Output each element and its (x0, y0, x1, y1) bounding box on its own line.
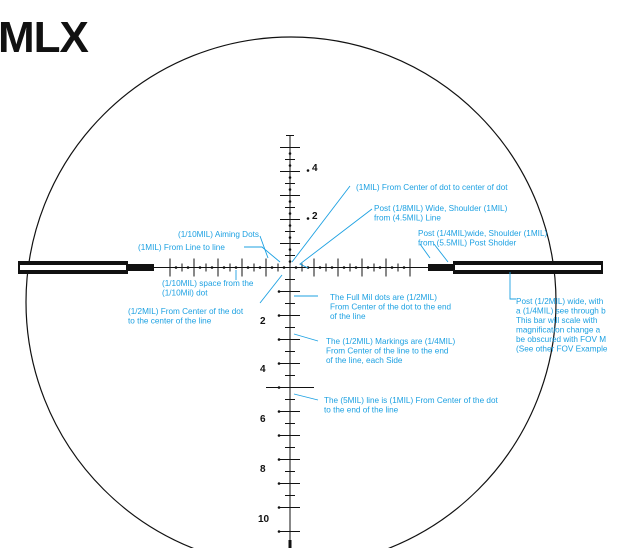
right-medium-post (428, 264, 453, 271)
aiming-dot (288, 224, 292, 227)
aiming-dot (270, 266, 274, 269)
annotation-post-quarter-wide: Post (1/4MIL)wide, Shoulder (1MIL) from (… (418, 229, 548, 248)
annotation-aiming-dots: (1/10MIL) Aiming Dots (178, 230, 259, 239)
aiming-dot (330, 266, 334, 269)
scale-label-lower-2: 2 (260, 316, 266, 327)
aiming-dot (366, 266, 370, 269)
label-dot (306, 169, 310, 172)
annotation-line-to-line: (1MIL) From Line to line (138, 243, 225, 252)
aiming-dot (342, 266, 346, 269)
label-dot (277, 530, 281, 533)
scale-label-lower-4: 4 (260, 364, 266, 375)
aiming-dot (288, 164, 292, 167)
annotation-half-center-dot: (1/2MIL) From Center of the dot to the ce… (128, 307, 244, 326)
scale-label-upper-4: 4 (312, 163, 318, 174)
aiming-dot (186, 266, 190, 269)
annotation-line: (1/10MIL) space from the (162, 279, 254, 288)
aiming-dot (282, 266, 286, 269)
reticle-ticks (169, 135, 411, 533)
annotation-line: (1/10MIL) Aiming Dots (178, 230, 259, 239)
annotation-line: This bar will scale with (516, 316, 598, 325)
aiming-dot (288, 188, 292, 191)
annotation-center-dot-to-dot: (1MIL) From Center of dot to center of d… (356, 183, 508, 192)
annotation-line: of the line (330, 312, 366, 321)
annotation-line: a (1/4MIL) see through b (516, 307, 606, 316)
annotation-line: from (4.5MIL) Line (374, 214, 441, 223)
aiming-dot (390, 266, 394, 269)
annotation-line: (1MIL) From Line to line (138, 243, 225, 252)
aiming-dot (258, 266, 262, 269)
annotation-line: of the line, each Side (326, 356, 403, 365)
annotation-line: Post (1/8MIL) Wide, Shoulder (1MIL) (374, 204, 508, 213)
annotation-line: Post (1/4MIL)wide, Shoulder (1MIL) (418, 229, 548, 238)
annotation-line: from (5.5MIL) Post Sholder (418, 239, 517, 248)
aiming-dot (210, 266, 214, 269)
aiming-dot (234, 266, 238, 269)
scale-label-upper-2: 2 (312, 211, 318, 222)
annotation-line: to the end of the line (324, 406, 399, 415)
annotation-line: be obscured with FOV M (516, 335, 606, 344)
scale-label-lower-8: 8 (260, 464, 266, 475)
aiming-dot (222, 266, 226, 269)
label-dot (277, 434, 281, 437)
bottom-post (288, 540, 292, 548)
annotation-line: (1/10Mil) dot (162, 289, 208, 298)
annotation-line: The Full Mil dots are (1/2MIL) (330, 293, 437, 302)
annotation-line: The (5MIL) line is (1MIL) From Center of… (324, 396, 499, 405)
annotation-half-markings: The (1/2MIL) Markings are (1/4MIL) From C… (326, 337, 455, 365)
annotation-five-mil-line: The (5MIL) line is (1MIL) From Center of… (324, 396, 499, 415)
annotation-line: to the center of the line (128, 317, 212, 326)
aiming-dot (294, 266, 298, 269)
aiming-dot (288, 212, 292, 215)
field-of-view-circle (25, 36, 557, 548)
aiming-dot (288, 236, 292, 239)
annotations: (1MIL) From Center of dot to center of d… (128, 183, 608, 415)
aiming-dot (378, 266, 382, 269)
aiming-dot (288, 200, 292, 203)
aiming-dot (246, 266, 250, 269)
annotation-leaders (235, 185, 516, 401)
annotation-full-mil-dots: The Full Mil dots are (1/2MIL) From Cente… (330, 293, 452, 321)
annotation-line: magnification change a (516, 326, 601, 335)
aiming-dot (288, 152, 292, 155)
brand-logo: MLX (0, 13, 89, 62)
label-dot (277, 506, 281, 509)
label-dot (277, 362, 281, 365)
label-dot (277, 458, 281, 461)
aiming-dot (288, 260, 292, 263)
label-dot (277, 338, 281, 341)
annotation-post-eighth-wide: Post (1/8MIL) Wide, Shoulder (1MIL) from … (374, 204, 508, 223)
annotation-line: (1MIL) From Center of dot to center of d… (356, 183, 508, 192)
aiming-dot (288, 248, 292, 251)
left-thick-post (18, 261, 128, 274)
right-thick-post (453, 261, 603, 274)
aiming-dot (288, 176, 292, 179)
aiming-dot (402, 266, 406, 269)
aiming-dot (354, 266, 358, 269)
label-dot (277, 314, 281, 317)
label-dot (306, 217, 310, 220)
aiming-dot (174, 266, 178, 269)
annotation-line: The (1/2MIL) Markings are (1/4MIL) (326, 337, 455, 346)
annotation-line: (1/2MIL) From Center of the dot (128, 307, 244, 316)
annotation-line: From Center of the dot to the end (330, 303, 452, 312)
scale-label-lower-10: 10 (258, 514, 270, 525)
annotation-line: Post (1/2MIL) wide, with (516, 297, 604, 306)
label-dot (277, 482, 281, 485)
annotation-post-half-wide: Post (1/2MIL) wide, with a (1/4MIL) see t… (516, 297, 608, 354)
label-dot (277, 290, 281, 293)
annotation-tenth-space: (1/10MIL) space from the (1/10Mil) dot (162, 279, 254, 298)
annotation-line: From Center of the line to the end (326, 347, 449, 356)
scale-label-lower-6: 6 (260, 414, 266, 425)
aiming-dot (198, 266, 202, 269)
annotation-line: (See other FOV Example (516, 345, 608, 354)
label-dot (277, 410, 281, 413)
aiming-dot (318, 266, 322, 269)
left-medium-post (128, 264, 154, 271)
label-dot (277, 386, 281, 389)
